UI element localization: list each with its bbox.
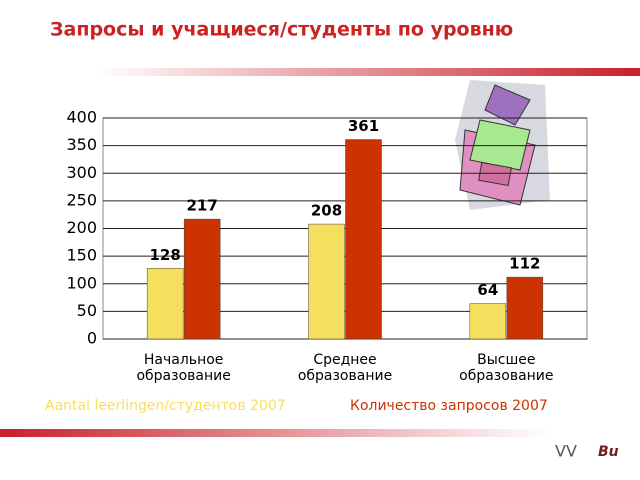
data-label: 112 [509, 255, 540, 273]
y-tick-label: 200 [66, 218, 97, 237]
data-label: 128 [150, 246, 181, 264]
y-tick-label: 150 [66, 246, 97, 265]
logo: VV [555, 442, 577, 461]
legend-entry: Aantal leerlingen/студентов 2007 [45, 398, 286, 414]
y-tick-label: 50 [77, 301, 97, 320]
y-tick-label: 250 [66, 190, 97, 209]
x-tick-label: Среднее образование [297, 352, 393, 384]
y-tick-label: 300 [66, 163, 97, 182]
data-label: 217 [187, 197, 218, 215]
bar [506, 276, 544, 340]
divider [0, 429, 550, 437]
data-label: 64 [477, 281, 498, 299]
y-tick-label: 0 [87, 329, 97, 348]
y-tick-label: 400 [66, 108, 97, 127]
legend-entry: Количество запросов 2007 [350, 398, 548, 414]
bar [345, 139, 382, 340]
bar [183, 218, 221, 340]
bar [146, 268, 184, 340]
y-tick-label: 100 [66, 273, 97, 292]
clipart [455, 80, 550, 210]
data-label: 361 [348, 117, 379, 135]
y-tick-label: 350 [66, 135, 97, 154]
data-label: 208 [311, 202, 342, 220]
logo: Bu [598, 444, 619, 460]
divider [95, 68, 640, 76]
x-tick-label: Начальное образование [136, 352, 231, 384]
chart-title: Запросы и учащиеся/студенты по уровню [50, 19, 513, 41]
x-tick-label: Высшее образование [459, 352, 554, 384]
bar [469, 303, 507, 340]
bar [308, 223, 345, 340]
